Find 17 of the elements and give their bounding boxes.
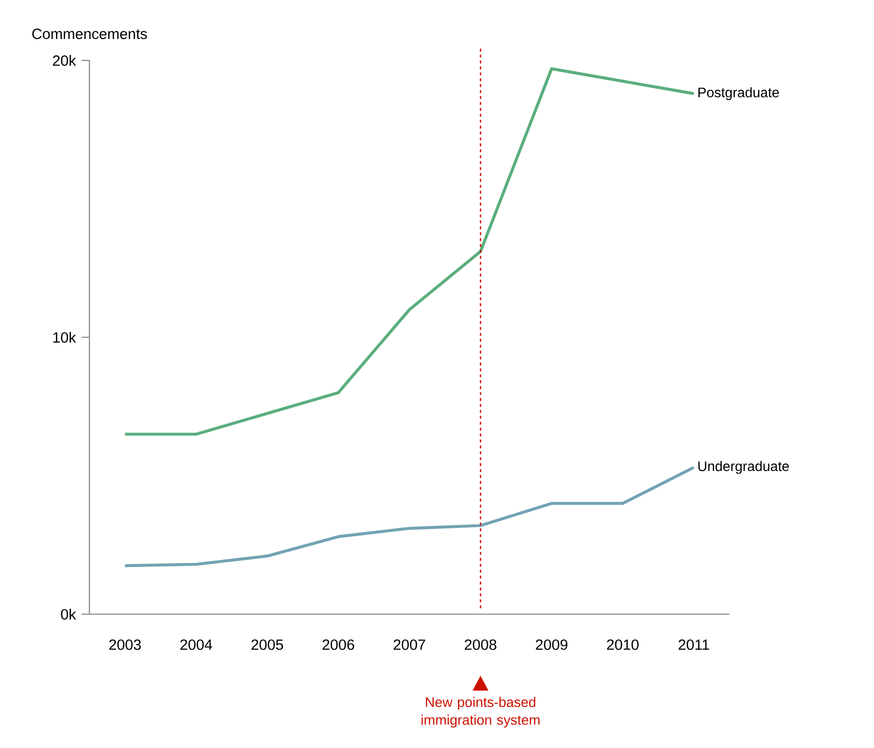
y-tick-label: 20k	[52, 55, 76, 66]
y-tick-label: 10k	[53, 332, 76, 343]
x-tick-label: 2007	[394, 639, 426, 650]
x-tick-label: 2008	[464, 639, 496, 650]
y-tick-label: 0k	[61, 608, 76, 620]
x-tick-label: 2004	[180, 639, 212, 650]
line-series	[124, 466, 696, 568]
x-tick-label: 2005	[251, 639, 284, 650]
x-tick-label: 2010	[607, 639, 639, 650]
series-label: Undergraduate	[698, 461, 789, 474]
series-label: Postgraduate	[698, 87, 779, 100]
x-tick-label: 2009	[536, 639, 568, 650]
y-axis-title: Commencements	[32, 28, 147, 40]
ref-line-label: New points-based immigration system	[422, 696, 540, 728]
x-tick-label: 2006	[322, 639, 354, 650]
x-tick-label: 2011	[678, 639, 710, 650]
x-tick-label: 2003	[109, 639, 141, 650]
